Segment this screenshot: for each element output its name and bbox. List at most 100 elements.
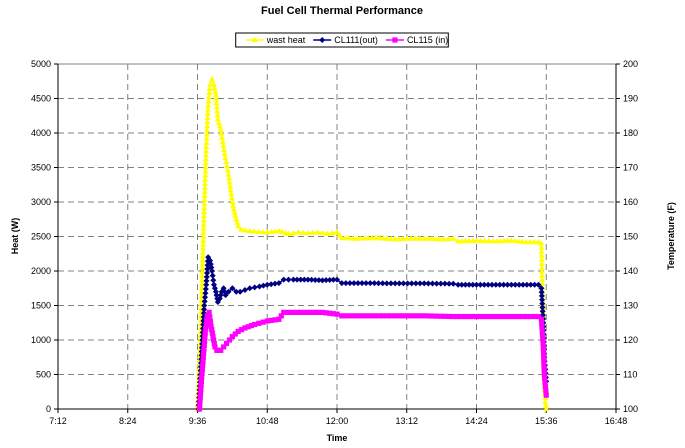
series-point	[207, 319, 214, 325]
series-point	[543, 388, 549, 394]
series-point	[214, 116, 221, 122]
series-point	[450, 235, 457, 241]
series-point	[216, 122, 223, 129]
series-point	[222, 292, 229, 299]
series-point	[323, 277, 330, 284]
series-point	[350, 280, 357, 287]
y2-tick-label: 180	[623, 128, 638, 138]
series-point	[235, 222, 242, 229]
series-point	[470, 313, 476, 320]
series-point	[375, 280, 382, 287]
y-tick-label: 0	[46, 404, 51, 414]
series-point	[477, 237, 484, 243]
series-point	[446, 313, 452, 320]
series-point	[290, 309, 297, 315]
series-point	[212, 344, 218, 350]
series-point	[539, 312, 546, 319]
series-point	[232, 212, 239, 218]
series-point	[367, 313, 373, 319]
series-point	[481, 313, 487, 320]
series-point	[542, 380, 548, 386]
series-point	[202, 172, 209, 178]
legend-swatch-marker	[392, 37, 398, 43]
series-point	[429, 280, 436, 287]
series-point	[215, 119, 222, 125]
series-point	[204, 118, 211, 125]
x-tick-label: 7:12	[49, 416, 67, 426]
series-point	[201, 342, 207, 348]
series-point	[199, 370, 205, 376]
series-point	[202, 163, 209, 170]
series-point	[539, 276, 546, 282]
series-point	[202, 294, 209, 301]
series-point	[203, 281, 210, 288]
series-point	[538, 268, 545, 274]
series-point	[198, 378, 204, 384]
series-point	[527, 238, 534, 245]
series-point	[226, 337, 233, 343]
series-point	[372, 234, 379, 241]
series-point	[314, 229, 321, 235]
series-point	[539, 332, 546, 338]
series-point	[396, 280, 403, 287]
series-point	[201, 184, 208, 190]
series-point	[412, 235, 419, 241]
series-point	[230, 205, 237, 212]
series-point	[481, 281, 488, 288]
series-2	[196, 309, 549, 412]
series-point	[538, 264, 545, 270]
series-point	[200, 221, 207, 227]
y-tick-label: 4000	[31, 128, 51, 138]
series-point	[489, 281, 495, 288]
series-point	[542, 376, 548, 382]
series-point	[496, 281, 503, 288]
series-point	[255, 228, 262, 234]
series-point	[354, 280, 361, 287]
series-point	[203, 131, 210, 137]
series-point	[219, 138, 226, 144]
series-point	[206, 85, 213, 92]
series-point	[221, 344, 227, 350]
series-point	[226, 175, 233, 181]
series-point	[458, 281, 465, 288]
series-point	[367, 280, 374, 287]
series-point	[543, 405, 550, 412]
series-point	[202, 159, 209, 166]
series-point	[446, 280, 453, 287]
series-point	[353, 235, 360, 241]
series-point	[319, 277, 326, 284]
series-point	[212, 91, 219, 98]
series-point	[203, 139, 210, 145]
x-tick-label: 8:24	[119, 416, 137, 426]
series-point	[224, 167, 231, 173]
series-point	[201, 306, 208, 313]
series-point	[222, 154, 229, 161]
series-point	[198, 382, 204, 388]
series-point	[380, 313, 386, 319]
x-tick-label: 13:12	[395, 416, 418, 426]
series-point	[248, 323, 255, 329]
series-point	[538, 285, 545, 292]
y2-tick-label: 130	[623, 301, 638, 311]
legend-box	[235, 32, 449, 48]
series-point	[338, 280, 345, 287]
series-point	[323, 310, 329, 316]
series-point	[512, 313, 518, 320]
series-point	[223, 162, 230, 169]
series-point	[469, 281, 476, 288]
series-point	[228, 194, 235, 201]
series-point	[417, 313, 423, 319]
series-point	[205, 98, 212, 104]
series-point	[209, 330, 215, 336]
series-point	[523, 281, 530, 288]
series-point	[477, 313, 483, 320]
series-point	[260, 319, 266, 325]
series-point	[516, 281, 523, 288]
series-point	[308, 309, 315, 315]
series-point	[202, 338, 208, 344]
series-point	[404, 280, 411, 287]
series-point	[294, 309, 300, 315]
series-point	[324, 230, 331, 236]
series-point	[199, 269, 206, 275]
series-point	[421, 235, 428, 241]
